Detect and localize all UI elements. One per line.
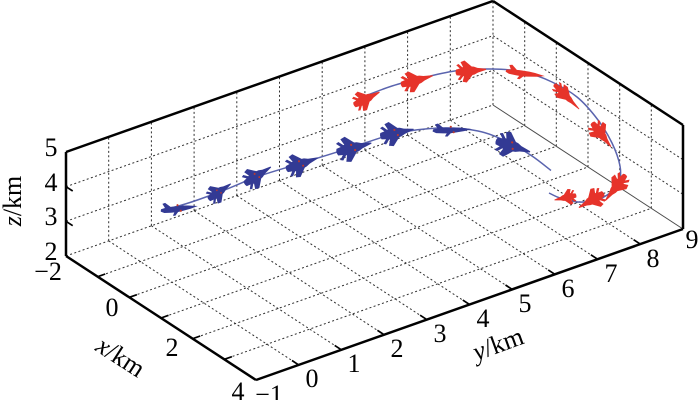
svg-text:3: 3	[434, 319, 447, 348]
svg-text:8: 8	[647, 244, 660, 273]
svg-text:2: 2	[391, 334, 404, 363]
svg-text:3: 3	[45, 202, 58, 231]
svg-text:7: 7	[605, 259, 618, 288]
svg-text:4: 4	[232, 377, 245, 400]
svg-text:2: 2	[166, 333, 179, 362]
svg-text:−1: −1	[255, 380, 283, 400]
svg-text:4: 4	[45, 168, 58, 197]
svg-text:5: 5	[45, 133, 58, 162]
svg-text:5: 5	[519, 289, 532, 318]
svg-text:1: 1	[348, 349, 361, 378]
svg-text:0: 0	[106, 293, 119, 322]
svg-text:0: 0	[306, 364, 319, 393]
svg-text:6: 6	[562, 274, 575, 303]
svg-text:4: 4	[477, 304, 490, 333]
svg-text:z/km: z/km	[0, 176, 27, 228]
svg-text:2: 2	[45, 237, 58, 266]
svg-text:9: 9	[686, 225, 699, 254]
svg-text:−2: −2	[34, 257, 62, 286]
